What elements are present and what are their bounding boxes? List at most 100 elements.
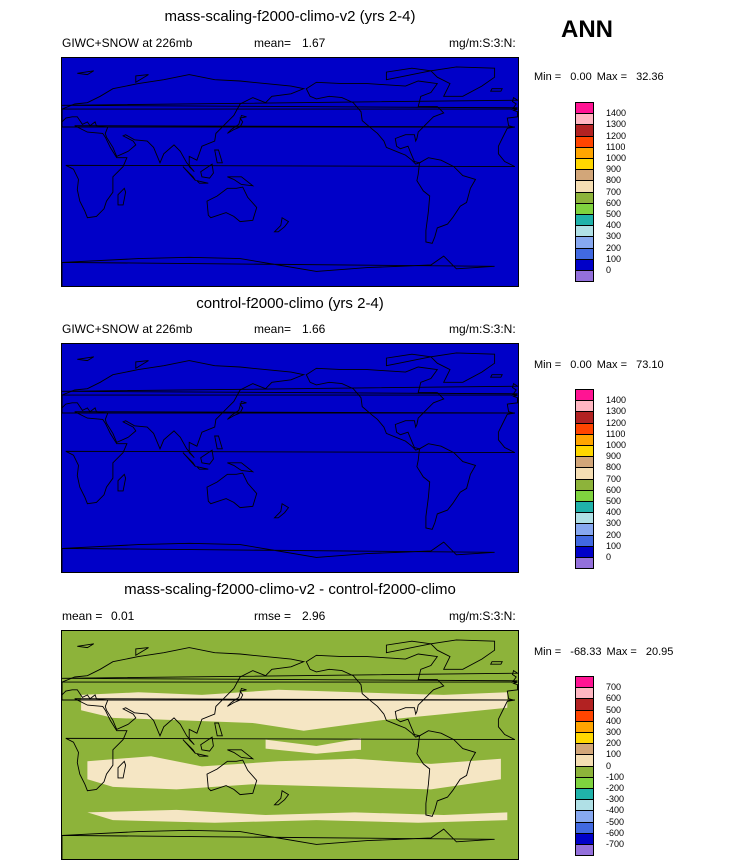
panel-3-map [61,630,519,860]
panel-1-units: mg/m:S:3:N: [449,36,516,50]
map-coastline [206,472,258,509]
map-coastline [65,411,516,505]
map-contour-region [87,809,508,823]
colorbar-label: 100 [606,253,622,264]
colorbar-label: 800 [606,462,622,473]
map-coastline [416,157,477,244]
map-coastline [62,541,495,572]
colorbar-label: 1300 [606,119,627,130]
colorbar-label: 600 [606,693,622,704]
map-coastline [273,789,290,806]
colorbar-label: -200 [606,783,625,793]
map-coastline [214,722,223,737]
colorbar-label: 1200 [606,130,627,141]
map-coastline [182,166,196,182]
map-coastline [135,647,149,657]
panel-3-max-value: 20.95 [645,646,674,658]
panel-3-min-label: Min = [534,646,562,658]
panel-3-rmse-label: rmse = [254,609,292,623]
colorbar-label: 600 [606,484,622,495]
colorbar-label: 600 [606,197,622,208]
map-coastline [62,681,518,701]
colorbar-swatch [575,844,594,857]
colorbar-label: 1400 [606,395,627,406]
colorbar-label: 700 [606,473,622,484]
panel-2-variable-label: GIWC+SNOW at 226mb [62,322,193,336]
map-coastline [305,366,445,451]
colorbar-label: 900 [606,164,622,175]
colorbar-label: 700 [606,186,622,197]
colorbar-label: 300 [606,727,622,737]
panel-3-min-value: -68.33 [570,646,602,658]
map-coastline [385,67,431,81]
colorbar-label: 0 [606,265,612,275]
panel-2-map [61,343,519,573]
colorbar-label: 1000 [606,440,627,450]
panel-2-title: control-f2000-climo (yrs 2-4) [196,295,384,312]
map-coastline [117,760,127,779]
panel-3-rmse-value: 2.96 [302,609,326,623]
panel-2-mean-label: mean= [254,322,292,336]
colorbar-label: -500 [606,816,625,827]
map-coastline [489,88,503,92]
map-coastline [273,216,290,233]
panel-1-mean-value: 1.67 [302,36,326,50]
colorbar-label: 500 [606,704,622,715]
map-coastline [489,661,503,665]
colorbar-label: -600 [606,827,625,838]
panel-2-min-value: 0.00 [570,359,592,371]
map-coastline [195,465,209,470]
panel-1-min-max: Min = 0.00 Max = 32.36 [534,71,664,83]
colorbar-label: -400 [606,805,625,816]
colorbar-label: 300 [606,231,622,242]
map-coastline [62,382,518,396]
map-coastline [214,149,223,164]
map-coastline [429,66,496,97]
panel-3-mean-label: mean = [62,609,103,623]
colorbar-label: 200 [606,529,622,540]
map-coastline [227,687,247,707]
map-coastline [429,352,496,383]
colorbar-label: 100 [606,540,622,551]
map-coastline [416,730,477,817]
panel-1-min-value: 0.00 [570,71,592,83]
map-coastline [117,473,127,492]
colorbar-label: 900 [606,451,622,462]
panel-2-mean-value: 1.66 [302,322,326,336]
map-contour-region [87,756,501,790]
map-coastline [200,736,214,752]
map-coastline [200,449,214,465]
map-coastline [77,356,95,362]
colorbar-label: 0 [606,760,612,771]
colorbar-label: 1300 [606,406,627,417]
map-coastline [206,759,258,796]
map-coastline [273,502,290,519]
panel-2-min-max: Min = 0.00 Max = 73.10 [534,359,664,371]
panel-3-units: mg/m:S:3:N: [449,609,516,623]
panel-2-max-value: 73.10 [636,359,664,371]
panel-2-min-label: Min = [534,359,562,371]
map-coastline [195,752,209,757]
map-coastline [135,360,149,370]
map-coastline [305,80,445,165]
colorbar-label: 100 [606,749,622,760]
map-coastline [429,639,496,670]
colorbar-label: 1100 [606,141,626,152]
map-coastline [305,653,445,738]
map-coastline [62,108,518,128]
panel-1-max-label: Max = [596,71,628,83]
map-coastline [65,125,516,219]
colorbar-label: 1200 [606,417,627,428]
map-coastline [62,394,518,414]
map-coastline [206,186,258,223]
map-coastline [195,179,209,184]
colorbar-label: 0 [606,552,612,562]
map-coastline [117,187,127,206]
map-coastline [227,462,255,473]
panel-3-title: mass-scaling-f2000-climo-v2 - control-f2… [124,581,456,598]
panel-1-max-value: 32.36 [636,71,664,83]
map-coastline [489,374,503,378]
map-fill [62,344,518,572]
colorbar-label: 1400 [606,108,627,119]
colorbar-label: 300 [606,518,622,529]
